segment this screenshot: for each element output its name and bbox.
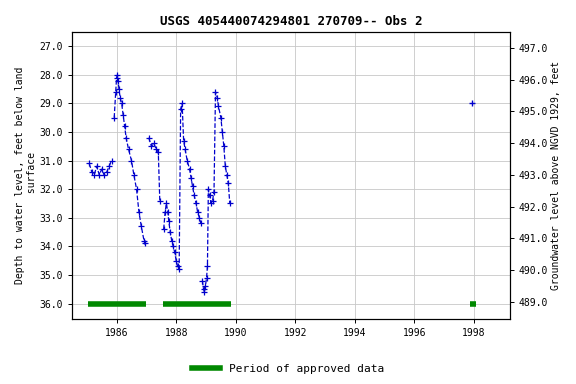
Y-axis label: Groundwater level above NGVD 1929, feet: Groundwater level above NGVD 1929, feet (551, 61, 561, 290)
Title: USGS 405440074294801 270709-- Obs 2: USGS 405440074294801 270709-- Obs 2 (160, 15, 422, 28)
Y-axis label: Depth to water level, feet below land
 surface: Depth to water level, feet below land su… (15, 67, 37, 284)
Legend: Period of approved data: Period of approved data (188, 359, 388, 379)
